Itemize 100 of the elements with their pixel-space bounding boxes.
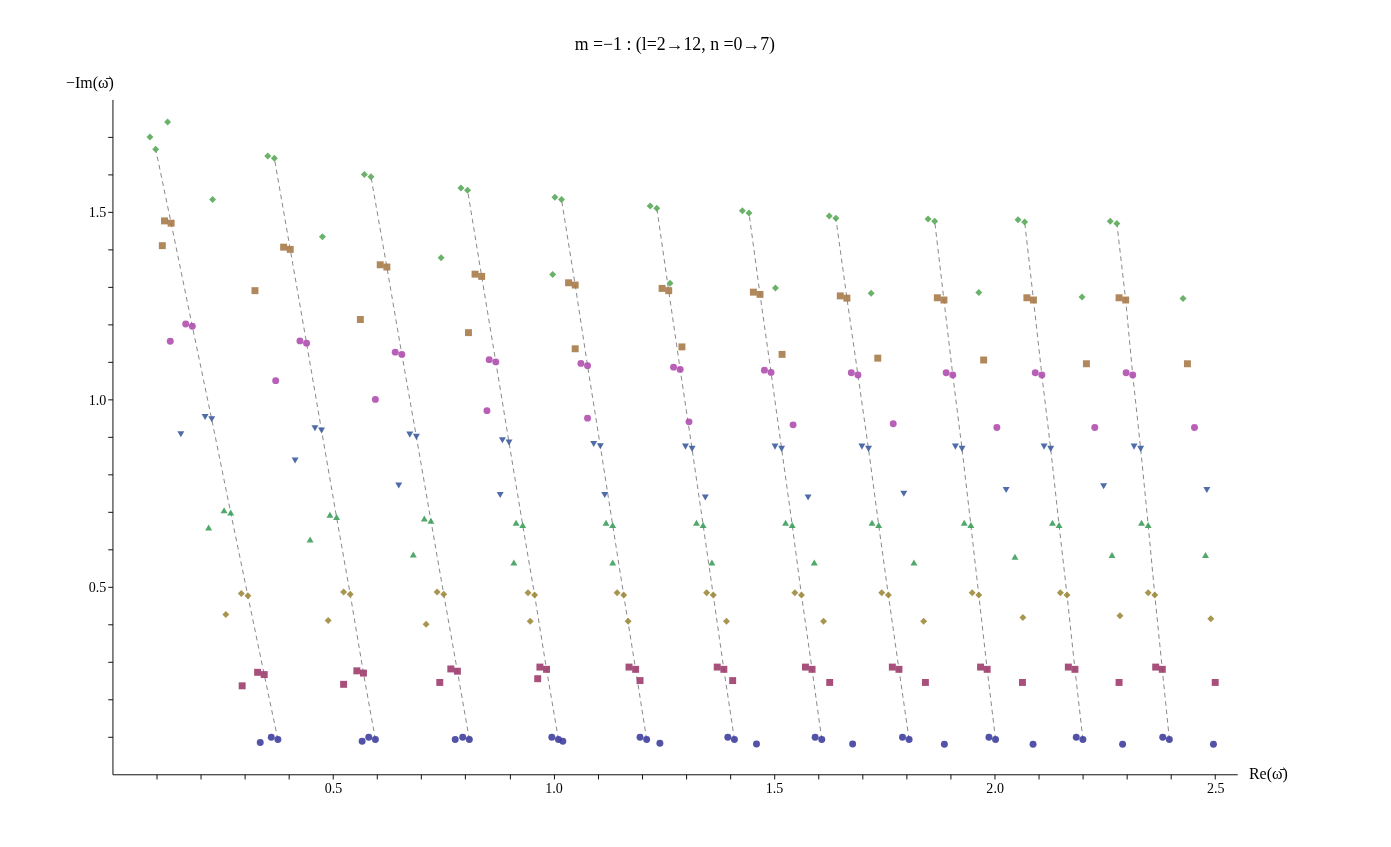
point: [985, 733, 993, 741]
point: [447, 665, 455, 673]
point: [437, 254, 445, 262]
point: [371, 735, 379, 743]
point: [356, 316, 364, 323]
point: [371, 395, 379, 403]
point: [729, 677, 737, 685]
point: [808, 665, 816, 673]
point: [745, 209, 753, 217]
point: [1023, 294, 1031, 302]
point: [1159, 733, 1167, 741]
point: [688, 445, 696, 452]
point: [818, 735, 826, 743]
point: [778, 445, 786, 452]
point: [636, 733, 644, 741]
point: [899, 733, 906, 741]
point: [512, 519, 520, 526]
point: [427, 517, 435, 524]
point: [188, 322, 196, 330]
x-axis-title: Re(ω̄): [1248, 765, 1288, 784]
point: [433, 588, 441, 596]
point: [1129, 371, 1137, 379]
point: [1203, 487, 1211, 494]
point: [798, 591, 805, 599]
point: [843, 294, 851, 302]
point: [549, 271, 557, 278]
point: [267, 733, 275, 741]
point: [324, 617, 332, 625]
point: [825, 212, 833, 220]
point: [868, 519, 876, 526]
point: [895, 665, 903, 673]
point: [653, 204, 661, 212]
point: [270, 154, 278, 162]
point: [360, 170, 368, 178]
point: [993, 424, 1001, 431]
point: [724, 733, 732, 741]
point: [238, 682, 246, 690]
point: [296, 337, 304, 345]
point: [596, 443, 604, 450]
point: [658, 284, 666, 292]
point: [900, 490, 908, 497]
point: [760, 366, 768, 374]
point: [286, 245, 294, 253]
point: [960, 519, 968, 526]
point: [942, 369, 950, 377]
point: [665, 287, 673, 295]
point: [524, 589, 532, 597]
point: [291, 457, 299, 464]
point: [1191, 424, 1198, 431]
point: [1202, 551, 1209, 558]
point: [854, 371, 862, 379]
point: [624, 617, 632, 625]
point: [905, 735, 913, 743]
point: [459, 733, 467, 741]
point: [771, 284, 779, 292]
point: [709, 591, 717, 599]
point: [931, 217, 939, 225]
point: [613, 589, 621, 597]
point: [1031, 369, 1039, 377]
point: [666, 279, 674, 287]
point: [177, 431, 185, 438]
point: [1137, 445, 1145, 452]
point: [346, 590, 354, 598]
point: [1056, 589, 1064, 597]
point: [571, 345, 579, 353]
point: [365, 733, 373, 741]
point: [738, 207, 746, 215]
point: [272, 377, 280, 385]
point: [977, 663, 985, 671]
point: [832, 214, 840, 222]
point: [457, 184, 465, 192]
point: [551, 193, 559, 201]
point: [791, 589, 799, 597]
point: [967, 521, 975, 528]
point: [222, 611, 230, 619]
point: [496, 491, 504, 498]
point: [921, 678, 929, 686]
point: [1183, 360, 1191, 368]
point: [318, 233, 326, 241]
point: [376, 261, 384, 269]
point: [412, 433, 420, 440]
point: [340, 680, 348, 688]
point: [166, 337, 174, 345]
point: [730, 735, 738, 743]
point: [1100, 483, 1108, 490]
point: [1144, 521, 1152, 528]
point: [536, 663, 544, 671]
point: [676, 365, 684, 373]
point: [1079, 735, 1087, 743]
x-tick-label: 1.0: [545, 779, 563, 796]
point: [720, 665, 728, 673]
point: [465, 735, 473, 743]
point: [422, 620, 430, 628]
point: [867, 289, 875, 297]
point: [975, 591, 983, 599]
y-tick-label: 1.0: [88, 391, 107, 408]
point: [875, 521, 883, 528]
point: [274, 735, 282, 743]
point: [531, 591, 539, 599]
point: [251, 287, 259, 295]
